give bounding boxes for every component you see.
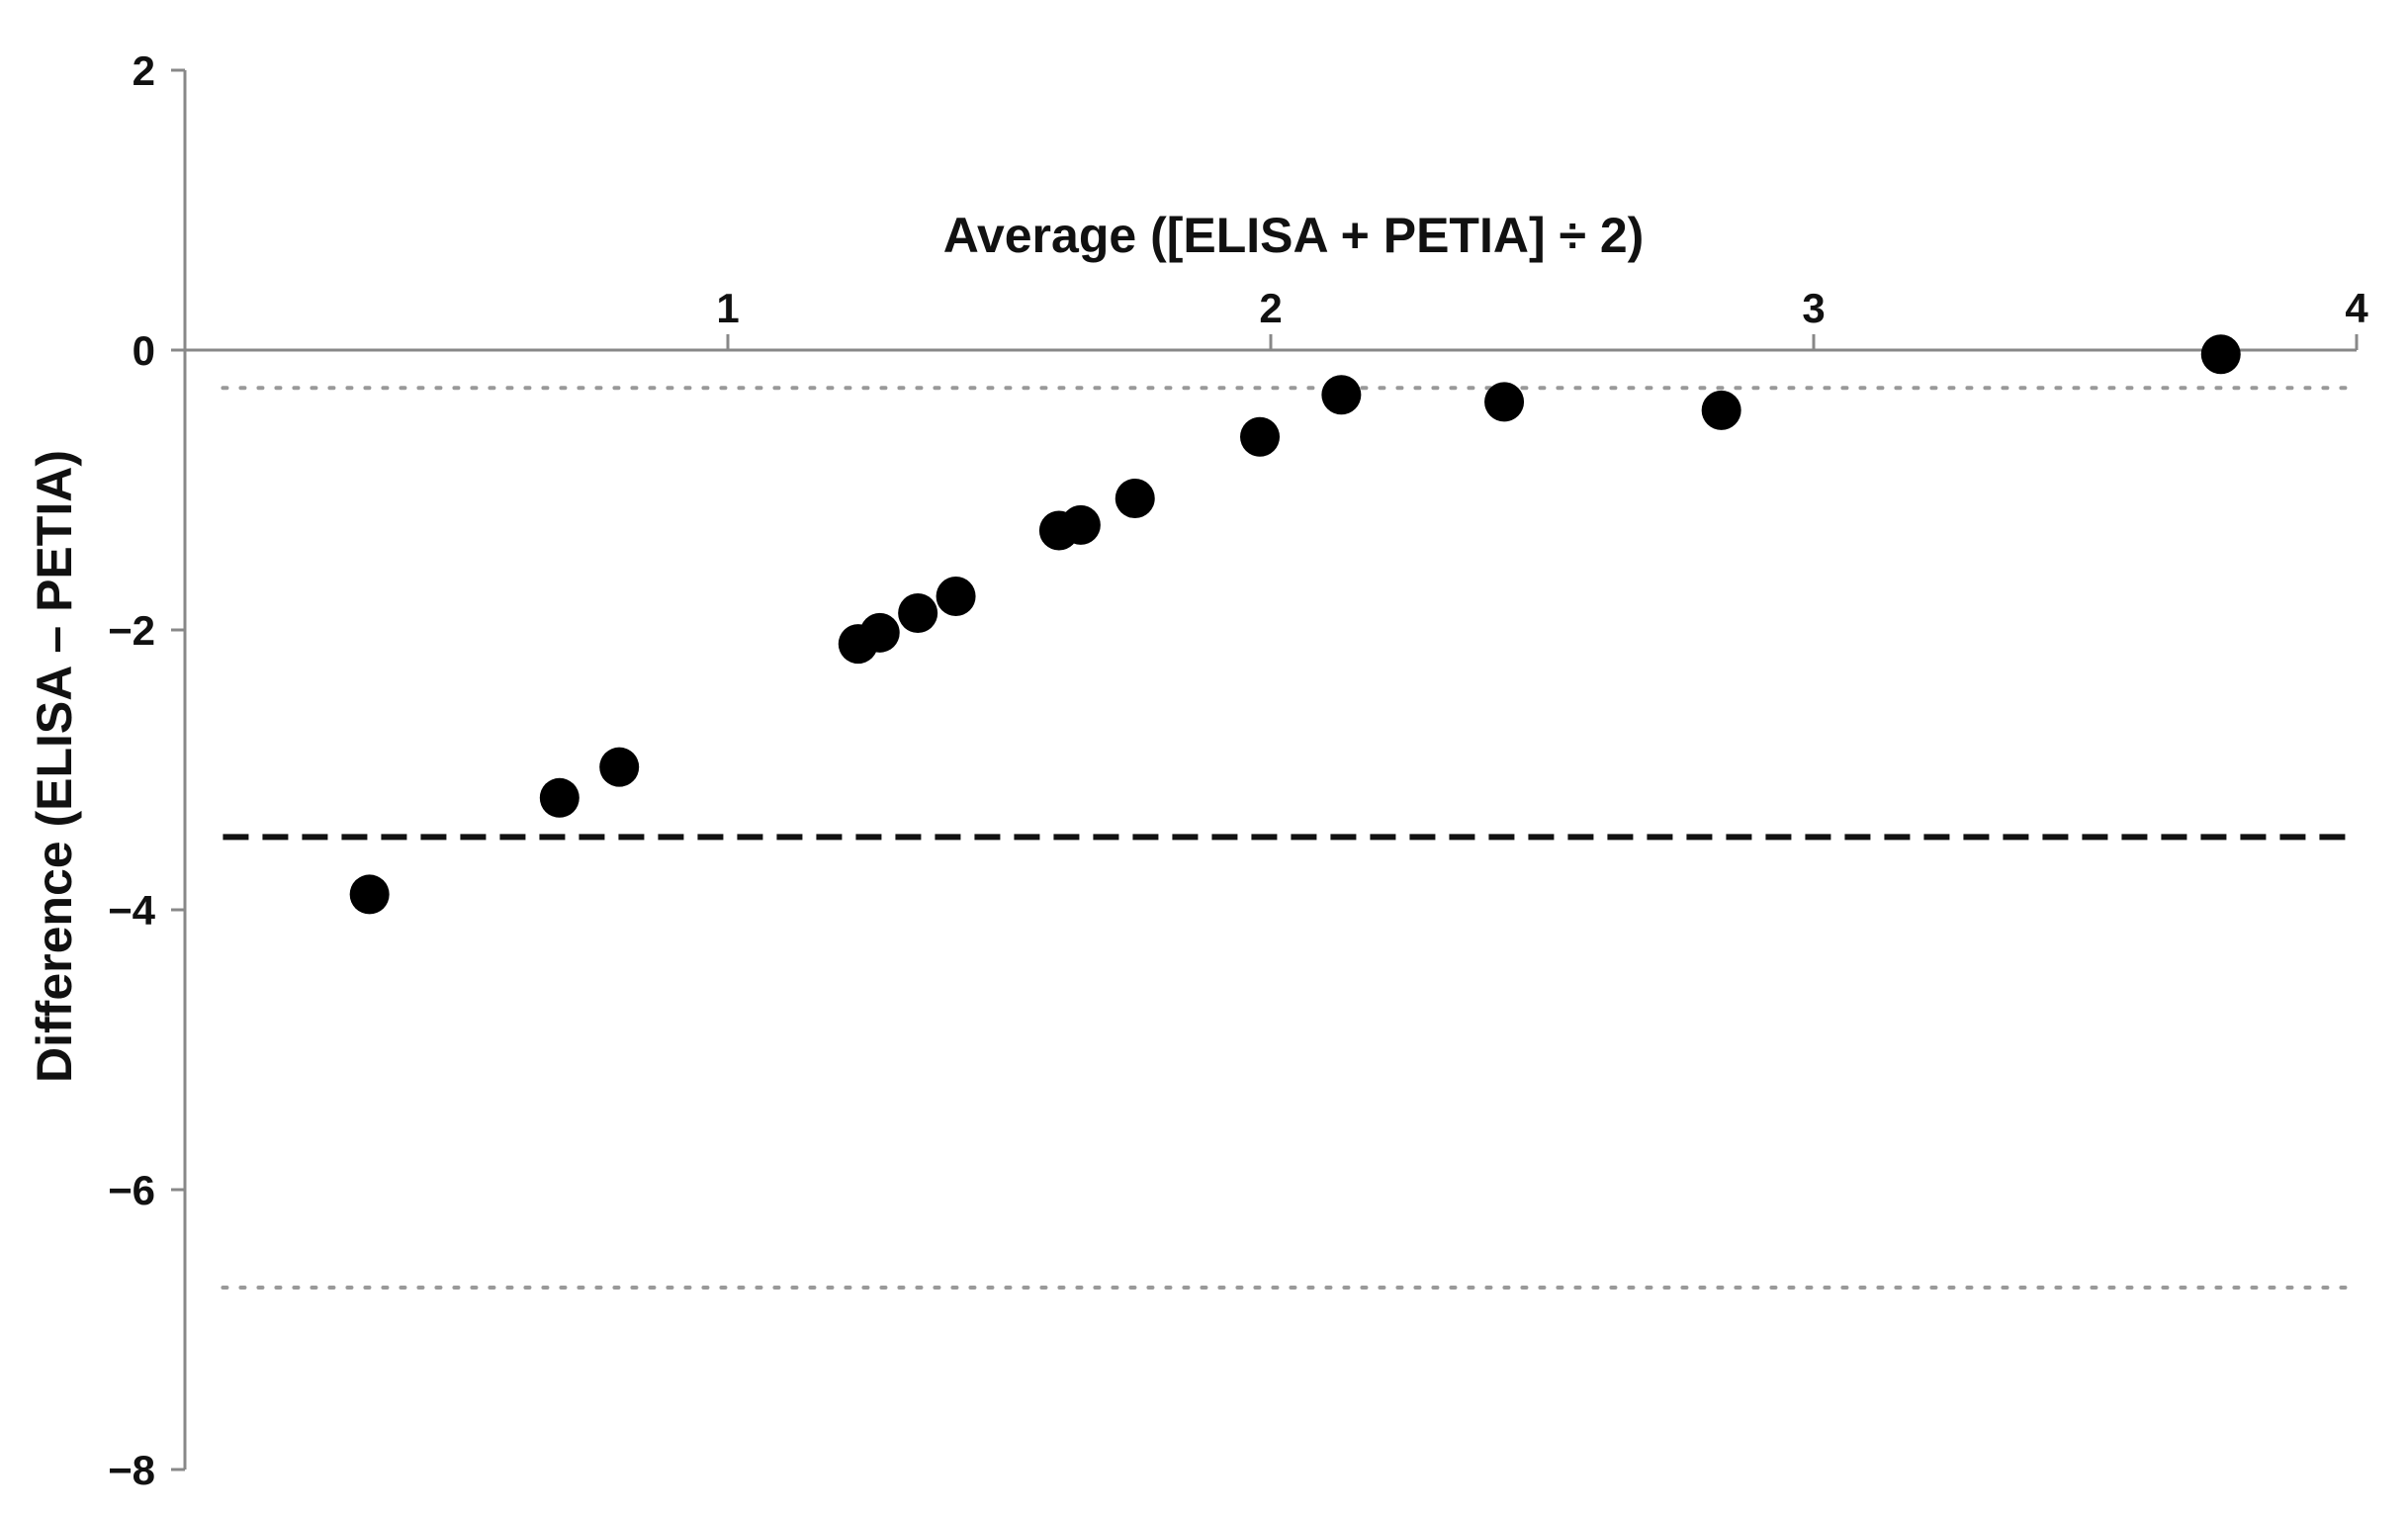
data-point [898,593,938,634]
y-ticks: 2 0 −2 −4 −6 −8 [108,47,185,1493]
y-tick-label: −6 [108,1167,155,1213]
data-point [539,777,580,818]
data-point [599,747,640,787]
x-tick-label: 4 [2345,285,2368,331]
y-tick-label: −4 [108,887,156,934]
y-tick-label: 2 [133,47,155,94]
x-tick-label: 3 [1802,285,1825,331]
data-point [1484,382,1525,422]
y-tick-label: 0 [133,327,155,374]
x-ticks: 1 2 3 4 [716,285,2368,350]
data-point [2200,334,2241,375]
y-axis-title: Difference (ELISA – PETIA) [27,450,82,1083]
data-point [1701,390,1741,430]
x-tick-label: 1 [716,285,739,331]
data-points [349,334,2241,915]
axes [183,70,2357,1470]
data-point [936,577,976,617]
y-tick-label: −8 [108,1447,155,1493]
reference-lines [221,386,2351,1291]
x-axis-title: Average ([ELISA + PETIA] ÷ 2) [943,208,1645,263]
y-tick-label: −2 [108,607,155,654]
x-tick-label: 2 [1259,285,1282,331]
data-point [1115,478,1155,518]
data-point [1240,416,1281,457]
data-point [859,612,900,653]
data-point [349,874,390,915]
data-point [1060,504,1101,545]
data-point [1321,375,1362,415]
